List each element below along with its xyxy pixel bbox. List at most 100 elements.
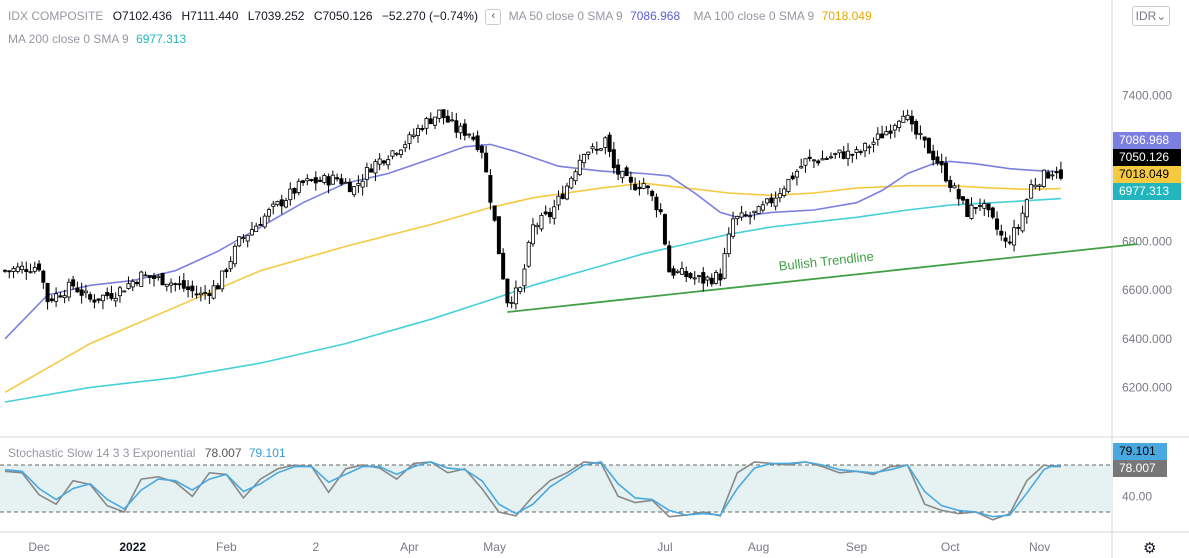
candle-body bbox=[599, 148, 604, 151]
candle-body bbox=[220, 270, 225, 290]
candle-body bbox=[892, 125, 897, 131]
candle-body bbox=[828, 156, 833, 159]
candle-body bbox=[948, 179, 953, 188]
candle-body bbox=[748, 215, 753, 218]
candle-body bbox=[96, 298, 101, 301]
candle-body bbox=[117, 287, 122, 297]
candle-body bbox=[492, 205, 497, 221]
ma50-label[interactable]: MA 50 close 0 SMA 9 bbox=[508, 9, 623, 24]
candle-body bbox=[726, 233, 731, 255]
currency-button[interactable]: IDR⌄ bbox=[1132, 6, 1170, 26]
candle-body bbox=[641, 183, 646, 189]
candle-body bbox=[880, 133, 885, 139]
candle-body bbox=[318, 179, 323, 182]
candle-body bbox=[352, 186, 357, 196]
candle-body bbox=[403, 144, 408, 149]
candle-body bbox=[160, 273, 165, 286]
settings-gear-icon[interactable]: ⚙ bbox=[1143, 540, 1157, 557]
candle-body bbox=[211, 285, 216, 299]
candle-body bbox=[11, 268, 16, 272]
candle-body bbox=[854, 149, 859, 153]
candle-body bbox=[965, 199, 970, 217]
collapse-legend-button[interactable]: ‹ bbox=[485, 9, 502, 25]
candle-body bbox=[760, 204, 765, 211]
candle-body bbox=[207, 293, 212, 297]
x-tick-label: Feb bbox=[216, 540, 237, 554]
candle-body bbox=[931, 150, 936, 161]
candle-body bbox=[952, 185, 957, 189]
ma200-line bbox=[4, 197, 1061, 403]
stoch-tick-label: 40.00 bbox=[1122, 489, 1152, 503]
candle-body bbox=[897, 120, 902, 128]
trendline-label: Bullish Trendline bbox=[778, 249, 874, 274]
candle-body bbox=[675, 270, 680, 273]
candle-body bbox=[616, 164, 621, 175]
high-value: 7111.440 bbox=[190, 9, 239, 24]
stoch-label[interactable]: Stochastic Slow 14 3 3 Exponential bbox=[8, 446, 196, 460]
candle-body bbox=[901, 115, 906, 123]
candle-body bbox=[1041, 169, 1046, 187]
candle-body bbox=[322, 175, 327, 183]
candle-body bbox=[850, 153, 855, 156]
candle-body bbox=[671, 268, 676, 276]
candle-body bbox=[1037, 184, 1042, 187]
y-tick-label: 6200.000 bbox=[1122, 380, 1172, 394]
candle-body bbox=[139, 271, 144, 287]
candle-body bbox=[658, 209, 663, 213]
candle-body bbox=[373, 161, 378, 174]
candle-body bbox=[152, 275, 157, 280]
candle-body bbox=[884, 131, 889, 136]
candle-body bbox=[454, 120, 459, 133]
candle-body bbox=[266, 209, 271, 217]
candle-body bbox=[722, 253, 727, 279]
candle-body bbox=[679, 268, 684, 275]
candle-body bbox=[1033, 184, 1038, 188]
legend-line-1: IDX COMPOSITE O7102.436 H7111.440 L7039.… bbox=[8, 9, 872, 25]
candle-body bbox=[739, 212, 744, 218]
candle-body bbox=[1046, 172, 1051, 179]
candle-body bbox=[467, 133, 472, 136]
candle-body bbox=[841, 151, 846, 159]
candle-body bbox=[509, 301, 514, 304]
candle-body bbox=[960, 196, 965, 201]
candle-body bbox=[777, 193, 782, 199]
ma200-label[interactable]: MA 200 close 0 SMA 9 bbox=[8, 32, 129, 46]
ma100-label[interactable]: MA 100 close 0 SMA 9 bbox=[693, 9, 815, 24]
candle-body bbox=[66, 281, 71, 298]
candle-body bbox=[224, 269, 229, 273]
candle-body bbox=[433, 116, 438, 126]
candle-body bbox=[450, 119, 455, 122]
candle-body bbox=[846, 150, 851, 159]
candle-body bbox=[186, 286, 191, 290]
candle-body bbox=[807, 156, 812, 159]
stoch-k-line bbox=[4, 461, 1061, 521]
candle-body bbox=[986, 203, 991, 211]
symbol-name[interactable]: IDX COMPOSITE bbox=[8, 9, 104, 24]
candle-body bbox=[999, 230, 1004, 236]
candle-body bbox=[343, 181, 348, 184]
candle-body bbox=[577, 159, 582, 175]
candle-body bbox=[203, 292, 208, 294]
candle-body bbox=[867, 146, 872, 149]
ma50-price-tag: 7086.968 bbox=[1113, 132, 1181, 149]
candle-body bbox=[794, 170, 799, 178]
low-key: L bbox=[247, 9, 255, 24]
candle-body bbox=[547, 211, 552, 218]
candle-body bbox=[445, 115, 450, 123]
candle-body bbox=[228, 261, 233, 270]
candle-body bbox=[105, 292, 110, 296]
candle-body bbox=[522, 268, 527, 287]
candle-body bbox=[254, 225, 259, 233]
candle-body bbox=[198, 292, 203, 296]
x-tick-label: Apr bbox=[400, 540, 419, 554]
candle-body bbox=[718, 273, 723, 281]
candle-body bbox=[811, 159, 816, 162]
stoch-k-tag: 78.007 bbox=[1113, 460, 1167, 477]
candle-body bbox=[288, 188, 293, 201]
candle-body bbox=[858, 151, 863, 153]
legend-line-2: MA 200 close 0 SMA 9 6977.313 bbox=[8, 32, 186, 46]
ma100-value: 7018.049 bbox=[821, 9, 872, 24]
candle-body bbox=[190, 285, 195, 292]
candle-body bbox=[75, 287, 80, 293]
